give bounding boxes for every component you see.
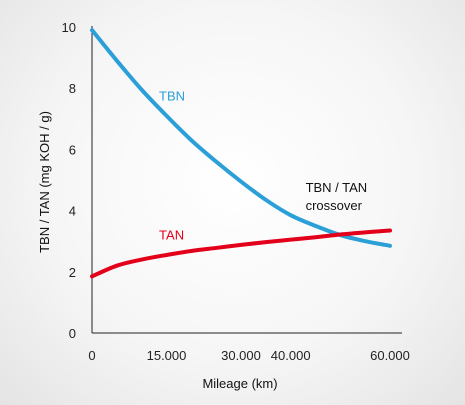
series-line-tbn <box>90 28 392 248</box>
y-tick-label: 0 <box>69 326 76 341</box>
series-label-tan: TAN <box>159 228 184 243</box>
y-tick-label: 8 <box>69 81 76 96</box>
x-tick-label: 0 <box>88 348 95 363</box>
x-axis-title: Mileage (km) <box>202 376 277 391</box>
x-tick-label: 40.000 <box>271 348 311 363</box>
x-tick-label: 30.000 <box>221 348 261 363</box>
y-tick-label: 4 <box>69 204 76 219</box>
y-axis-title: TBN / TAN (mg KOH / g) <box>37 111 52 253</box>
x-tick-label: 15.000 <box>147 348 187 363</box>
y-tick-label: 10 <box>62 20 76 35</box>
series-label-tbn: TBN <box>159 88 185 103</box>
y-tick-label: 6 <box>69 142 76 157</box>
y-tick-label: 2 <box>69 265 76 280</box>
x-tick-label: 60.000 <box>370 348 410 363</box>
series-line-tan <box>90 228 392 279</box>
crossover-annotation-line: crossover <box>306 198 363 213</box>
crossover-annotation-line: TBN / TAN <box>306 180 368 195</box>
